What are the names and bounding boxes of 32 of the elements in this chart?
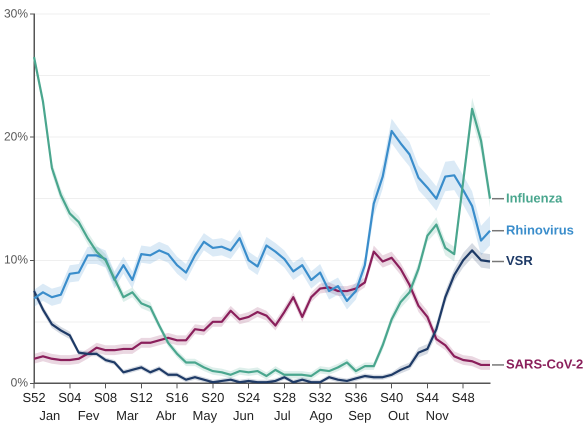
x-tick-label: S24 <box>237 390 260 405</box>
y-tick-label: 0% <box>10 376 28 390</box>
x-tick-label: S32 <box>308 390 332 405</box>
x-tick-label: S48 <box>452 390 475 405</box>
text: May <box>192 408 218 424</box>
y-tick-label: 30% <box>4 6 28 20</box>
x-tick-label: S44 <box>416 390 439 405</box>
text: Out <box>388 408 410 424</box>
x-tick-label: S52 <box>22 390 46 405</box>
x-tick-label: S04 <box>58 390 82 405</box>
text: Ago <box>309 408 333 424</box>
text: Mar <box>116 408 140 424</box>
x-tick-label: S08 <box>94 390 118 405</box>
series-label: SARS-CoV-2 <box>506 356 584 372</box>
text: Jun <box>233 408 254 424</box>
x-tick-label: S20 <box>201 390 224 405</box>
x-tick-label: S40 <box>380 390 404 405</box>
text: Fev <box>78 408 100 424</box>
x-tick-label: S28 <box>272 390 296 405</box>
x-tick-label: S16 <box>166 390 189 405</box>
series-label: VSR <box>506 253 534 268</box>
y-tick-label: 10% <box>4 252 28 267</box>
x-tick-label: S12 <box>130 390 153 405</box>
series-label: Rhinovirus <box>506 222 574 238</box>
text: Jul <box>274 408 291 424</box>
series-label: Influenza <box>506 190 564 206</box>
y-tick-label: 20% <box>4 129 28 144</box>
text: Sep <box>348 408 372 424</box>
x-tick-label: S36 <box>344 390 368 405</box>
text: Nov <box>426 408 450 424</box>
text: Jan <box>39 408 60 424</box>
text: Abr <box>156 408 177 424</box>
